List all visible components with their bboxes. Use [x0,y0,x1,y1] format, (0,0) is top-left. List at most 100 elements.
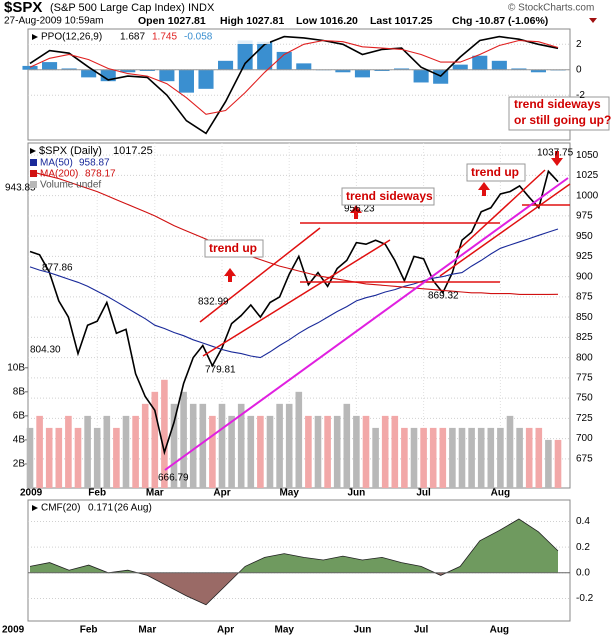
credit: © StockCharts.com [508,3,594,14]
y-tick-label: 825 [576,332,593,343]
annotation: trend sideways [346,189,433,203]
volume-bar [103,415,111,488]
legend-value: 1.687 [120,32,145,43]
volume-bar [535,427,543,488]
price-label: 956.23 [344,204,375,215]
series-line [29,170,559,295]
annotation-box [341,187,435,206]
volume-bar [305,415,312,488]
histogram-bar [42,62,58,70]
volume-bar [516,427,523,488]
y-tick-label: 775 [576,372,593,383]
ppo-panel [27,28,571,141]
volume-bar [429,427,437,488]
volume-bar [237,403,245,488]
histogram-bar [296,63,312,70]
volume-bar [381,415,389,488]
volume-bar [228,415,235,488]
y-tick-label: 0.2 [576,542,590,553]
y-tick-label: 800 [576,352,593,363]
y-tick-label: 1050 [576,150,599,161]
x-tick-label: Jul [416,488,431,499]
volume-bar [180,391,187,488]
y-tick-label: 875 [576,292,593,303]
y-tick-label: 950 [576,231,593,242]
x-tick-label: 2009 [20,488,43,499]
histogram-bar [354,69,370,78]
volume-bar [343,403,351,488]
price-legend: $SPX (Daily) 1017.25 MA(50) 958.87 MA(20… [30,145,153,191]
annotation: or still going up? [514,113,611,127]
security-name: (S&P 500 Large Cap Index) INDX [50,2,215,14]
x-tick-label: May [274,625,294,636]
volume-bar [170,403,178,488]
volume-bar [458,427,466,488]
trend-lines [199,169,571,357]
legend-value: 1017.25 [113,145,153,157]
legend-name: MA(200) [40,169,78,180]
y-tick-label: 0.0 [576,567,590,578]
y-tick-label: 1025 [576,170,599,181]
histogram-bar [100,69,116,82]
volume-bar [468,427,475,488]
price-label: 943.85 [5,183,36,194]
y-tick-label: -2 [576,90,585,101]
datetime: 27-Aug-2009 10:59am [4,16,104,27]
volume-bar [199,403,207,488]
cmf-area [30,519,558,573]
volume-bar [324,415,331,488]
x-tick-label: 2009 [2,625,25,636]
arrows [224,151,563,282]
legend-title: PPO(12,26,9) [41,32,102,43]
series-line [29,228,559,359]
histogram-bar [276,51,292,70]
change-arrow [589,18,597,23]
price-label: 832.99 [198,297,229,308]
volume-bar [554,439,562,488]
x-tick-label: Aug [490,625,509,636]
y-tick-label: 725 [576,413,593,424]
volume-bar [209,415,216,488]
histogram-bar [178,69,194,93]
volume-bar [113,427,120,488]
volume-bar [525,427,533,488]
x-tick-label: Aug [491,488,510,499]
volume-bar [151,391,159,488]
x-tick-label: Jun [348,488,366,499]
x-tick-label: Apr [213,488,230,499]
histogram-bar [81,69,97,78]
x-tick-label: Feb [80,625,98,636]
volume-bar [93,427,101,488]
histogram-bar [61,68,77,70]
histogram-bar [198,69,214,89]
volume-bar [449,427,456,488]
y-tick-label: 675 [576,453,593,464]
histogram-bar [159,69,175,82]
volume-bar [276,403,283,488]
legend-name: $SPX (Daily) [39,145,102,157]
volume-bar [295,391,303,488]
volume-bar [391,415,399,488]
volume-bar [74,427,82,488]
x-tick-label: Jun [354,625,372,636]
volume-bar [189,403,197,488]
volume-bar [545,439,552,488]
volume-bar [141,403,149,488]
annotation: trend sideways [514,97,601,111]
volume-bar [487,427,495,488]
series-line [29,169,559,456]
volume-bar [122,415,130,488]
y-tick-label: 2B [13,459,26,470]
volume-bar [285,403,293,488]
volume-bar [506,415,514,488]
ppo-legend: PPO(12,26,9) 1.687 1.745 -0.058 [30,31,270,44]
annotation: trend up [209,241,257,255]
volume-bar [45,427,53,488]
histogram-bar [413,69,429,83]
volume-bar [410,427,418,488]
legend-value: 0.171 [88,503,113,514]
volume-bar [257,415,264,488]
volume-bar [84,415,91,488]
